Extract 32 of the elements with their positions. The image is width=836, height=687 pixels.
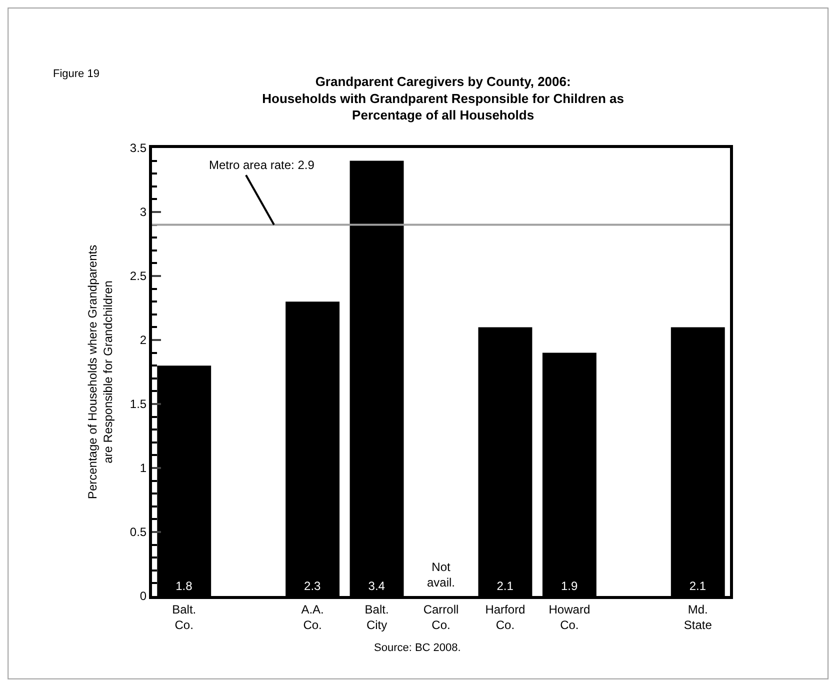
y-tick-label: 3 xyxy=(140,205,147,220)
y-tick-label: 2.5 xyxy=(130,269,147,284)
x-tick-label: Harford Co. xyxy=(485,602,526,632)
x-tick-label: A.A. Co. xyxy=(301,602,324,632)
data-label: 2.1 xyxy=(496,579,514,593)
x-tick-label: Balt. City xyxy=(364,602,389,632)
x-tick-label: Carroll Co. xyxy=(423,602,459,632)
data-label: 2.3 xyxy=(304,579,322,593)
y-axis-title: Percentage of Households where Grandparents are Responsible for Grandchildren xyxy=(86,244,116,500)
data-label: 2.1 xyxy=(689,579,706,593)
y-tick-label: 0.5 xyxy=(130,525,147,540)
bar xyxy=(286,302,340,596)
x-tick-label: Howard Co. xyxy=(548,602,590,632)
text: Not avail. xyxy=(427,560,456,590)
y-tick-label: 1.5 xyxy=(130,397,147,412)
data-label: 1.8 xyxy=(176,579,193,593)
bar xyxy=(350,160,404,596)
x-tick-label: Md. State xyxy=(684,602,712,632)
y-tick-label: 1 xyxy=(140,461,147,476)
data-label: 1.9 xyxy=(560,579,578,593)
ref-line-label: Metro area rate: 2.9 xyxy=(209,158,315,172)
y-tick-label: 2 xyxy=(140,333,147,348)
chart-title: Grandparent Caregivers by County, 2006: Households with Grandparent Responsible for Children as Percentage of all Households xyxy=(262,74,624,123)
x-tick-label: Balt. Co. xyxy=(172,602,196,632)
bar xyxy=(670,327,725,596)
caption: Figure 19 xyxy=(53,68,100,80)
y-tick-label: 0 xyxy=(140,589,147,604)
bar xyxy=(542,352,596,596)
bar xyxy=(478,327,532,596)
source-note: Source: BC 2008. xyxy=(374,642,461,654)
y-tick-label: 3.5 xyxy=(130,141,147,156)
data-label: 3.4 xyxy=(368,579,386,593)
